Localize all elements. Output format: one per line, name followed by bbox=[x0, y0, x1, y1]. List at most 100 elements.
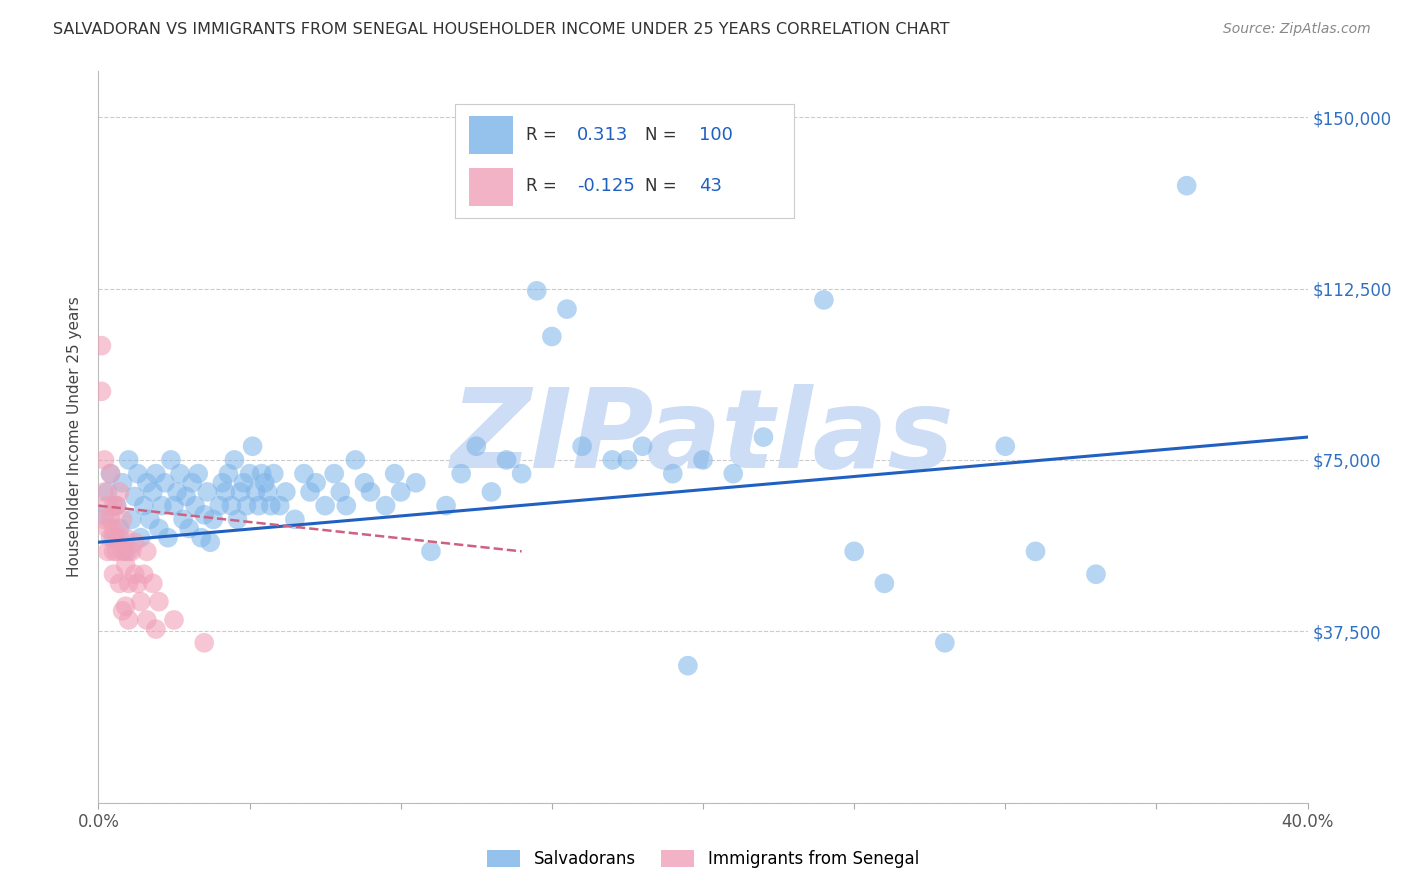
Point bbox=[96, 499, 118, 513]
Point bbox=[1085, 567, 1108, 582]
Point bbox=[335, 499, 357, 513]
Point bbox=[132, 567, 155, 582]
Point bbox=[208, 499, 231, 513]
Point bbox=[631, 439, 654, 453]
Point bbox=[314, 499, 336, 513]
Point bbox=[540, 329, 562, 343]
Point bbox=[752, 430, 775, 444]
Point bbox=[374, 499, 396, 513]
Text: SALVADORAN VS IMMIGRANTS FROM SENEGAL HOUSEHOLDER INCOME UNDER 25 YEARS CORRELAT: SALVADORAN VS IMMIGRANTS FROM SENEGAL HO… bbox=[53, 22, 950, 37]
Text: Source: ZipAtlas.com: Source: ZipAtlas.com bbox=[1223, 22, 1371, 37]
Point bbox=[148, 594, 170, 608]
Point bbox=[187, 467, 209, 481]
Point bbox=[111, 512, 134, 526]
Point bbox=[450, 467, 472, 481]
Point bbox=[111, 544, 134, 558]
Point bbox=[103, 544, 125, 558]
Point bbox=[108, 521, 131, 535]
Point bbox=[174, 490, 197, 504]
Text: ZIPatlas: ZIPatlas bbox=[451, 384, 955, 491]
Point bbox=[100, 512, 122, 526]
Point bbox=[114, 558, 136, 573]
Point bbox=[389, 484, 412, 499]
Point bbox=[247, 499, 270, 513]
Point bbox=[93, 508, 115, 522]
Point bbox=[232, 475, 254, 490]
Point bbox=[616, 453, 638, 467]
Point bbox=[329, 484, 352, 499]
Point bbox=[263, 467, 285, 481]
Point bbox=[250, 467, 273, 481]
Point bbox=[124, 490, 146, 504]
Point bbox=[434, 499, 457, 513]
Point bbox=[221, 499, 243, 513]
Point bbox=[150, 499, 173, 513]
Point bbox=[169, 467, 191, 481]
Point bbox=[813, 293, 835, 307]
Point bbox=[111, 475, 134, 490]
Point bbox=[844, 544, 866, 558]
Point bbox=[129, 531, 152, 545]
Point bbox=[202, 512, 225, 526]
Point bbox=[108, 484, 131, 499]
Y-axis label: Householder Income Under 25 years: Householder Income Under 25 years bbox=[67, 297, 83, 577]
Point bbox=[284, 512, 307, 526]
Point bbox=[103, 531, 125, 545]
Point bbox=[420, 544, 443, 558]
Point bbox=[1175, 178, 1198, 193]
Point bbox=[495, 453, 517, 467]
Point bbox=[121, 544, 143, 558]
Point bbox=[214, 484, 236, 499]
Point bbox=[299, 484, 322, 499]
Point bbox=[245, 484, 267, 499]
Point bbox=[114, 531, 136, 545]
Point bbox=[129, 594, 152, 608]
Point bbox=[96, 544, 118, 558]
Point bbox=[142, 484, 165, 499]
Point bbox=[692, 453, 714, 467]
Point bbox=[145, 467, 167, 481]
Point bbox=[100, 531, 122, 545]
Point bbox=[93, 512, 115, 526]
Point bbox=[260, 499, 283, 513]
Point bbox=[994, 439, 1017, 453]
Point bbox=[135, 544, 157, 558]
Point bbox=[344, 453, 367, 467]
Point bbox=[124, 535, 146, 549]
Point bbox=[163, 499, 186, 513]
Point bbox=[873, 576, 896, 591]
Point bbox=[132, 499, 155, 513]
Point bbox=[384, 467, 406, 481]
Point bbox=[118, 576, 141, 591]
Point bbox=[90, 338, 112, 352]
Point bbox=[200, 535, 222, 549]
Point bbox=[114, 544, 136, 558]
Point bbox=[145, 622, 167, 636]
Point bbox=[103, 567, 125, 582]
Point bbox=[100, 467, 122, 481]
Point bbox=[193, 508, 215, 522]
Point bbox=[526, 284, 548, 298]
Point bbox=[103, 499, 125, 513]
Point bbox=[139, 512, 162, 526]
Point bbox=[323, 467, 346, 481]
Point bbox=[1024, 544, 1046, 558]
Point bbox=[105, 544, 128, 558]
Point bbox=[114, 599, 136, 614]
Point bbox=[90, 384, 112, 399]
Point bbox=[118, 453, 141, 467]
Point bbox=[269, 499, 291, 513]
Point bbox=[305, 475, 328, 490]
Point bbox=[242, 439, 264, 453]
Point bbox=[661, 467, 683, 481]
Point bbox=[127, 576, 149, 591]
Point bbox=[239, 467, 262, 481]
Point bbox=[163, 613, 186, 627]
Point bbox=[108, 531, 131, 545]
Point bbox=[217, 467, 239, 481]
Point bbox=[353, 475, 375, 490]
Point bbox=[256, 484, 278, 499]
Point bbox=[124, 567, 146, 582]
Point bbox=[100, 467, 122, 481]
Point bbox=[160, 453, 183, 467]
